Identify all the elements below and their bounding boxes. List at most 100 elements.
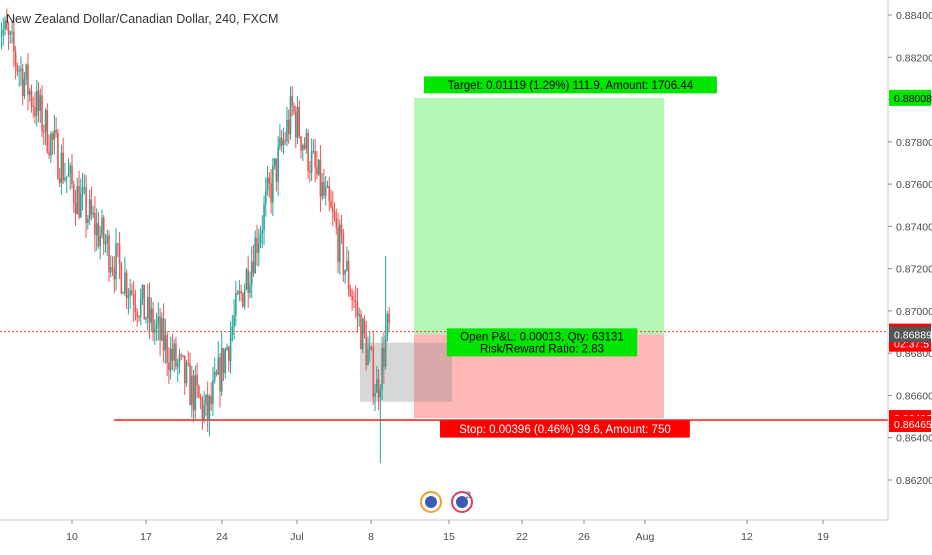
candle-body bbox=[235, 292, 237, 316]
candle bbox=[280, 130, 283, 153]
candle-body bbox=[85, 187, 87, 223]
candle-body bbox=[124, 272, 126, 293]
candle-body bbox=[164, 335, 167, 351]
candle-body bbox=[282, 140, 285, 146]
price-tag bbox=[889, 415, 931, 432]
candle bbox=[25, 63, 27, 86]
x-tick-label: 17 bbox=[140, 531, 152, 543]
candle bbox=[57, 128, 59, 180]
candle-body bbox=[109, 267, 112, 273]
candle bbox=[67, 158, 70, 177]
candle-body bbox=[319, 159, 322, 197]
candle bbox=[60, 144, 63, 195]
candle-body bbox=[146, 297, 149, 318]
candle bbox=[48, 134, 50, 160]
candle bbox=[64, 162, 66, 183]
x-tick-label: Aug bbox=[636, 531, 655, 543]
candle bbox=[220, 332, 223, 397]
candle-body bbox=[372, 347, 375, 398]
candle-body bbox=[298, 107, 301, 137]
candle bbox=[316, 150, 318, 180]
candle bbox=[305, 128, 308, 154]
target-label-bg bbox=[424, 76, 717, 94]
candle-body bbox=[275, 158, 278, 182]
candle bbox=[171, 333, 174, 371]
candle bbox=[50, 131, 52, 164]
candle bbox=[231, 314, 234, 342]
candle bbox=[252, 244, 255, 277]
candle bbox=[224, 347, 227, 379]
candle-body bbox=[111, 267, 114, 269]
candle bbox=[213, 357, 216, 384]
candle-body bbox=[286, 119, 288, 142]
y-axis-panel[interactable] bbox=[889, 0, 932, 520]
candle-body bbox=[360, 314, 362, 349]
candle-body bbox=[289, 96, 292, 135]
y-tick-label: 0.87200 bbox=[896, 264, 932, 276]
candle bbox=[381, 336, 383, 400]
candle-body bbox=[62, 152, 64, 181]
candle-body bbox=[6, 20, 8, 30]
candle-body bbox=[305, 133, 308, 149]
candle-body bbox=[171, 348, 174, 361]
candle-body bbox=[122, 292, 124, 294]
candle bbox=[353, 291, 355, 309]
price-tag-label: 0.88008 bbox=[894, 93, 932, 105]
candle-body bbox=[279, 137, 281, 147]
candle bbox=[217, 341, 220, 376]
candle-body bbox=[331, 207, 334, 212]
candle bbox=[28, 88, 31, 102]
candle bbox=[39, 88, 42, 123]
candle-body bbox=[259, 233, 262, 244]
risk-reward-label: Risk/Reward Ratio: 2.83 bbox=[480, 343, 604, 355]
candle-body bbox=[120, 263, 123, 294]
candle bbox=[99, 226, 101, 260]
candle-body bbox=[277, 146, 279, 182]
candle bbox=[106, 229, 109, 257]
candle bbox=[78, 170, 80, 220]
candle bbox=[302, 143, 304, 162]
candle bbox=[317, 159, 320, 176]
candle-body bbox=[141, 284, 144, 299]
candle bbox=[161, 312, 163, 342]
candle-body bbox=[263, 203, 265, 231]
candle bbox=[155, 313, 158, 342]
candle bbox=[256, 224, 258, 266]
candle-body bbox=[206, 394, 209, 421]
candle bbox=[368, 331, 371, 363]
candle-body bbox=[201, 399, 204, 420]
profit-zone bbox=[414, 97, 664, 335]
candle bbox=[0, 22, 3, 50]
y-tick-label: 0.88200 bbox=[896, 52, 932, 64]
candle bbox=[14, 45, 17, 80]
candle-body bbox=[326, 186, 329, 188]
candle-body bbox=[148, 297, 151, 323]
y-tick-label: 0.87600 bbox=[896, 179, 932, 191]
candle bbox=[32, 96, 35, 118]
candle bbox=[109, 255, 112, 278]
candle-body bbox=[27, 64, 29, 95]
candle-body bbox=[95, 223, 98, 236]
candle bbox=[226, 343, 228, 351]
candle bbox=[13, 16, 15, 68]
candle-body bbox=[78, 186, 80, 218]
candle bbox=[157, 302, 160, 341]
candle bbox=[118, 232, 121, 280]
candle-body bbox=[48, 151, 50, 156]
candle bbox=[284, 131, 286, 146]
candle-body bbox=[161, 318, 163, 341]
candle bbox=[275, 158, 278, 192]
candle bbox=[291, 86, 294, 117]
candle bbox=[191, 365, 193, 418]
candle-body bbox=[266, 177, 269, 192]
candle-body bbox=[272, 165, 274, 203]
candle bbox=[11, 19, 13, 44]
candle-body bbox=[344, 270, 346, 275]
event-badge-count: 3 bbox=[466, 490, 471, 500]
candle bbox=[323, 168, 325, 199]
candle bbox=[94, 196, 96, 252]
candle-body bbox=[178, 354, 181, 363]
candle bbox=[235, 280, 237, 326]
